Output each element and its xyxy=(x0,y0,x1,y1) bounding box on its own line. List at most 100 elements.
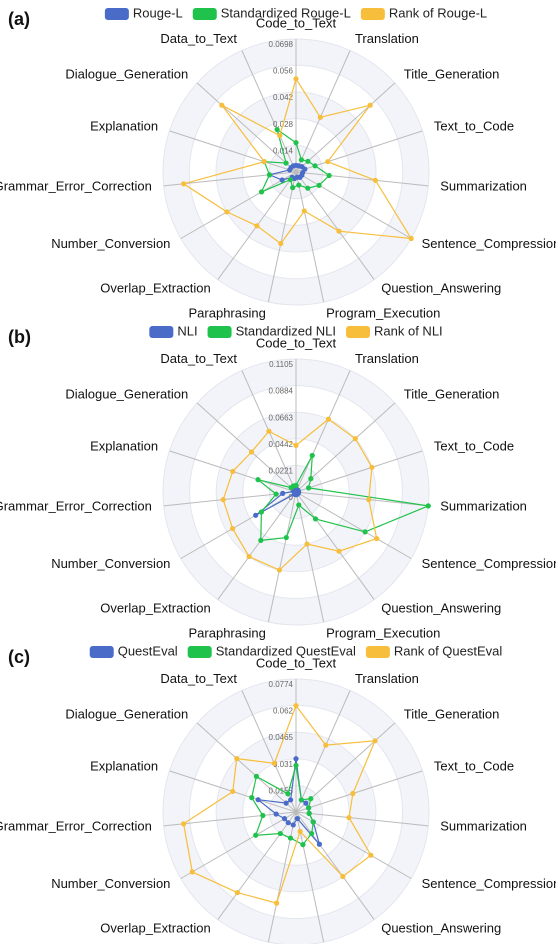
series-point xyxy=(425,503,431,509)
series-line xyxy=(182,77,413,245)
axis-line xyxy=(295,370,351,493)
axis-category-label: Summarization xyxy=(440,819,527,834)
axis-category-label: Paraphrasing xyxy=(189,625,266,640)
legend-label: NLI xyxy=(177,323,197,338)
axis-line xyxy=(295,171,429,187)
series-point xyxy=(274,900,280,906)
series-point xyxy=(277,133,283,139)
series-point xyxy=(293,762,299,769)
axis-category-label: Summarization xyxy=(440,179,527,194)
series-point xyxy=(303,800,309,806)
series-point xyxy=(369,464,375,470)
series-point xyxy=(283,800,289,806)
series-point xyxy=(312,163,318,169)
series-point xyxy=(248,449,255,455)
axis-category-label: Dialogue_Generation xyxy=(65,386,188,401)
axis-category-label: Title_Generation xyxy=(404,706,500,721)
legend-swatch xyxy=(192,8,217,20)
series-point xyxy=(230,788,236,795)
series-point xyxy=(297,828,303,835)
axis-category-label: Grammar_Error_Correction xyxy=(0,819,152,834)
series-point xyxy=(278,240,284,247)
series-point xyxy=(296,182,302,188)
series-point xyxy=(271,760,277,766)
series-point xyxy=(277,830,283,837)
series-point xyxy=(293,756,299,762)
series-point xyxy=(285,820,291,826)
series-line xyxy=(257,455,431,542)
series-point xyxy=(287,176,294,183)
axis-category-label: Number_Conversion xyxy=(51,236,170,251)
series-point xyxy=(408,235,414,242)
axis-category-label: Overlap_Extraction xyxy=(100,921,211,936)
legend-swatch xyxy=(104,8,129,20)
tick-label: 0.0698 xyxy=(269,40,294,49)
series-point xyxy=(304,541,310,547)
axis-category-label: Code_to_Text xyxy=(256,655,337,670)
tick-label: 0.0663 xyxy=(269,413,294,422)
axis-category-label: Explanation xyxy=(90,759,158,774)
axis-category-label: Grammar_Error_Correction xyxy=(0,179,152,194)
axis-line xyxy=(217,811,297,920)
series-point xyxy=(310,819,316,825)
legend-label: Rank of Rouge-L xyxy=(389,5,487,20)
series-point xyxy=(346,814,352,821)
axis-category-label: Overlap_Extraction xyxy=(100,601,211,616)
tick-label: 0 xyxy=(289,493,294,502)
axis-line xyxy=(196,82,297,173)
series-point xyxy=(283,534,289,541)
series-point xyxy=(298,797,304,803)
axis-category-label: Code_to_Text xyxy=(256,335,337,350)
series-point xyxy=(253,773,260,779)
radar-panel: (b) Code_to_Text Translation Title_Generati… xyxy=(0,323,556,640)
axis-line xyxy=(295,690,351,813)
axis-category-label: Translation xyxy=(355,31,419,46)
series-point xyxy=(234,756,240,762)
legend-label: Rouge-L xyxy=(133,5,183,20)
series-point xyxy=(306,810,312,816)
axis-line xyxy=(196,722,297,813)
series-point xyxy=(293,442,299,449)
tick-label: 0.031 xyxy=(273,760,294,769)
axis-line xyxy=(217,491,297,600)
series-point xyxy=(258,537,264,543)
legend-swatch xyxy=(360,8,385,20)
series-point xyxy=(293,703,299,709)
series-point xyxy=(309,830,315,837)
series-point xyxy=(326,172,332,179)
series-point xyxy=(285,791,291,797)
series-point xyxy=(266,428,272,434)
axis-category-label: Title_Generation xyxy=(404,66,500,81)
axis-category-label: Translation xyxy=(355,671,419,686)
tick-label: 0.0221 xyxy=(269,467,294,476)
axis-category-label: Sentence_Compression xyxy=(422,236,556,251)
series-point xyxy=(301,208,307,214)
series-line xyxy=(182,704,376,904)
axis-category-label: Code_to_Text xyxy=(256,15,337,30)
legend-label: Standardized Rouge-L xyxy=(221,5,351,20)
series-point xyxy=(293,140,299,146)
series-point xyxy=(220,497,226,503)
legend: NLI Standardized NLI Rank of NLI xyxy=(149,323,443,338)
series-point xyxy=(300,842,306,848)
series-point xyxy=(293,76,299,82)
series-point xyxy=(352,436,358,442)
panel-label: (a) xyxy=(8,9,30,29)
axis-category-label: Program_Execution xyxy=(326,305,440,320)
series-point xyxy=(253,512,259,518)
tick-label: 0.0155 xyxy=(269,786,294,795)
series-point xyxy=(283,160,289,166)
series-point xyxy=(308,476,314,482)
series-line xyxy=(260,128,331,194)
series-point xyxy=(258,509,264,515)
axis-category-label: Dialogue_Generation xyxy=(65,706,188,721)
series-point xyxy=(255,797,261,803)
axis-line xyxy=(180,171,297,239)
axis-category-label: Data_to_Text xyxy=(160,31,237,46)
axis-category-label: Title_Generation xyxy=(404,386,500,401)
axis-category-label: Translation xyxy=(355,351,419,366)
axis-category-label: Text_to_Code xyxy=(434,119,514,134)
series-point xyxy=(296,502,302,508)
series-point xyxy=(305,185,311,191)
